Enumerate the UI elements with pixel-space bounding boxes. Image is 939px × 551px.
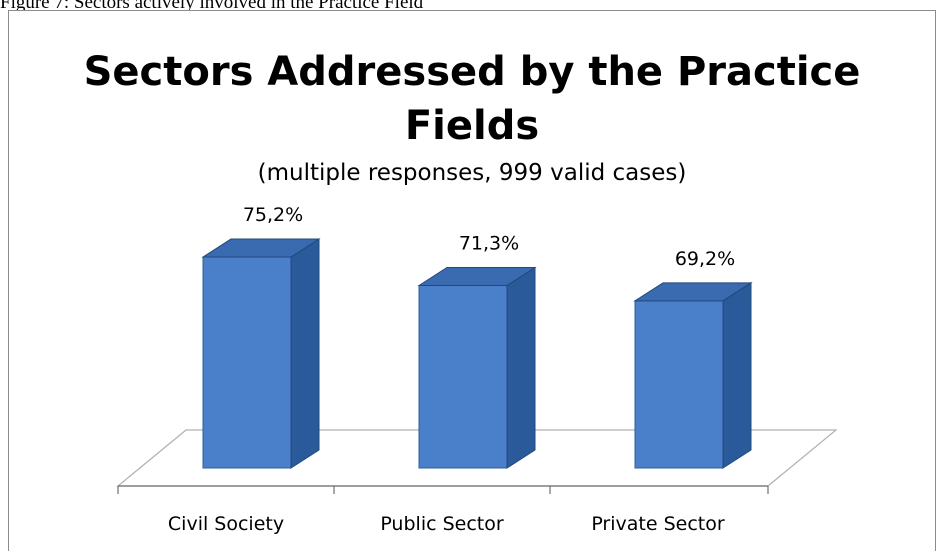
data-label-1: 75,2%	[243, 204, 303, 226]
data-labels: 75,2% 71,3% 69,2%	[243, 204, 735, 270]
bar-top-2	[417, 267, 537, 287]
bar-front-2	[418, 285, 508, 469]
chart-subtitle: (multiple responses, 999 valid cases)	[257, 160, 687, 186]
chart-floor	[116, 429, 838, 494]
figure-caption: Figure 7: Sectors actively involved in t…	[0, 0, 424, 13]
bar-3	[633, 281, 753, 469]
category-labels: Civil Society Public Sector Private Sector	[168, 513, 725, 535]
data-label-3: 69,2%	[675, 248, 735, 270]
bar-1	[201, 238, 321, 469]
bar-series	[201, 238, 753, 469]
chart-title-line-2: Fields	[404, 103, 540, 149]
category-label-1: Civil Society	[168, 513, 284, 535]
chart-title-line-1: Sectors Addressed by the Practice	[83, 49, 861, 95]
category-label-3: Private Sector	[591, 513, 725, 535]
bar-2	[417, 266, 537, 469]
bar-top-1	[201, 238, 321, 258]
bar-side-2	[506, 266, 536, 469]
bar-side-3	[722, 281, 752, 469]
bar-front-3	[634, 300, 724, 469]
bar-front-1	[202, 256, 292, 469]
category-label-2: Public Sector	[380, 513, 504, 535]
bar-side-1	[290, 238, 320, 469]
bar-top-3	[633, 282, 753, 302]
data-label-2: 71,3%	[459, 233, 519, 255]
